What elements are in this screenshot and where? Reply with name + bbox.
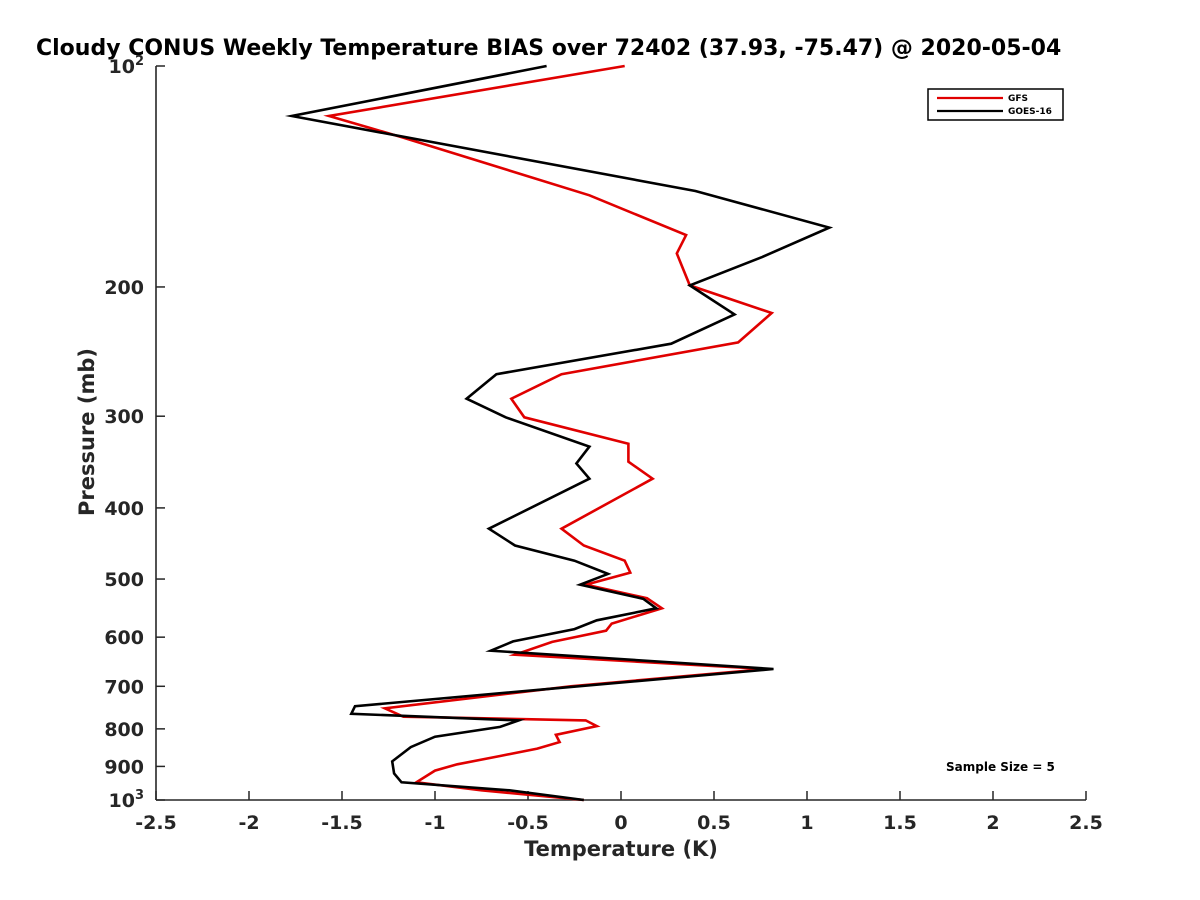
x-tick-label: -2 (238, 812, 259, 834)
x-tick-label: 2.5 (1069, 812, 1103, 834)
y-tick-label: 900 (104, 756, 144, 778)
x-tick-label: 1 (800, 812, 813, 834)
y-tick-label: 500 (104, 569, 144, 591)
y-tick-label: 700 (104, 676, 144, 698)
x-tick-label: 0.5 (697, 812, 731, 834)
y-tick-label: 102 (109, 54, 145, 78)
series-line-gfs (323, 64, 775, 802)
y-tick-label: 400 (104, 498, 144, 520)
x-tick-label: -1.5 (321, 812, 363, 834)
y-tick-label: 300 (104, 406, 144, 428)
x-tick-label: 0 (614, 812, 627, 834)
x-tick-label: -1 (424, 812, 445, 834)
y-tick-label: 800 (104, 719, 144, 741)
y-tick-label: 103 (109, 788, 145, 812)
chart-legend: GFS GOES-16 (927, 88, 1064, 121)
x-tick-label: 1.5 (883, 812, 917, 834)
x-axis-label: Temperature (K) (524, 837, 718, 861)
series-lines (284, 64, 834, 802)
legend-box (927, 88, 1064, 121)
x-tick-label: -0.5 (507, 812, 549, 834)
x-axis-ticks: -2.5 -2 -1.5 -1 -0.5 0 0.5 1 1.5 2 2.5 (135, 791, 1103, 834)
y-axis-ticks: 102 200 300 400 500 600 700 800 900 103 (104, 54, 165, 812)
y-tick-label: 600 (104, 627, 144, 649)
legend-label-goes16: GOES-16 (1008, 107, 1052, 117)
chart-title: Cloudy CONUS Weekly Temperature BIAS ove… (36, 36, 1061, 61)
y-tick-label: 200 (104, 277, 144, 299)
sample-size-note: Sample Size = 5 (946, 760, 1055, 774)
series-line-goes-16 (284, 64, 834, 802)
x-tick-label: 2 (986, 812, 999, 834)
legend-label-gfs: GFS (1008, 94, 1028, 104)
x-tick-label: -2.5 (135, 812, 177, 834)
y-axis-label: Pressure (mb) (75, 348, 99, 516)
